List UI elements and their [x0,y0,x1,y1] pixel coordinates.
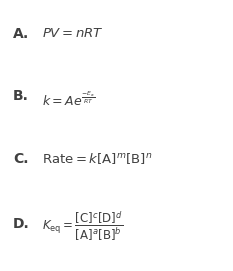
Text: $\mathit{PV} = \mathit{nRT}$: $\mathit{PV} = \mathit{nRT}$ [42,27,104,40]
Text: $\mathit{K}_{\mathrm{eq}} = \dfrac{[\mathrm{C}]^{c}[\mathrm{D}]^{d}}{[\mathrm{A}: $\mathit{K}_{\mathrm{eq}} = \dfrac{[\mat… [42,209,123,243]
Text: C.: C. [13,151,28,166]
Text: D.: D. [13,217,30,231]
Text: B.: B. [13,89,29,103]
Text: $\mathrm{Rate} = \mathit{k}[\mathrm{A}]^{\mathit{m}}[\mathrm{B}]^{\mathit{n}}$: $\mathrm{Rate} = \mathit{k}[\mathrm{A}]^… [42,151,152,166]
Text: $\mathit{k} = \mathit{A}e^{\frac{-E_a}{RT}}$: $\mathit{k} = \mathit{A}e^{\frac{-E_a}{R… [42,91,95,109]
Text: A.: A. [13,27,29,41]
